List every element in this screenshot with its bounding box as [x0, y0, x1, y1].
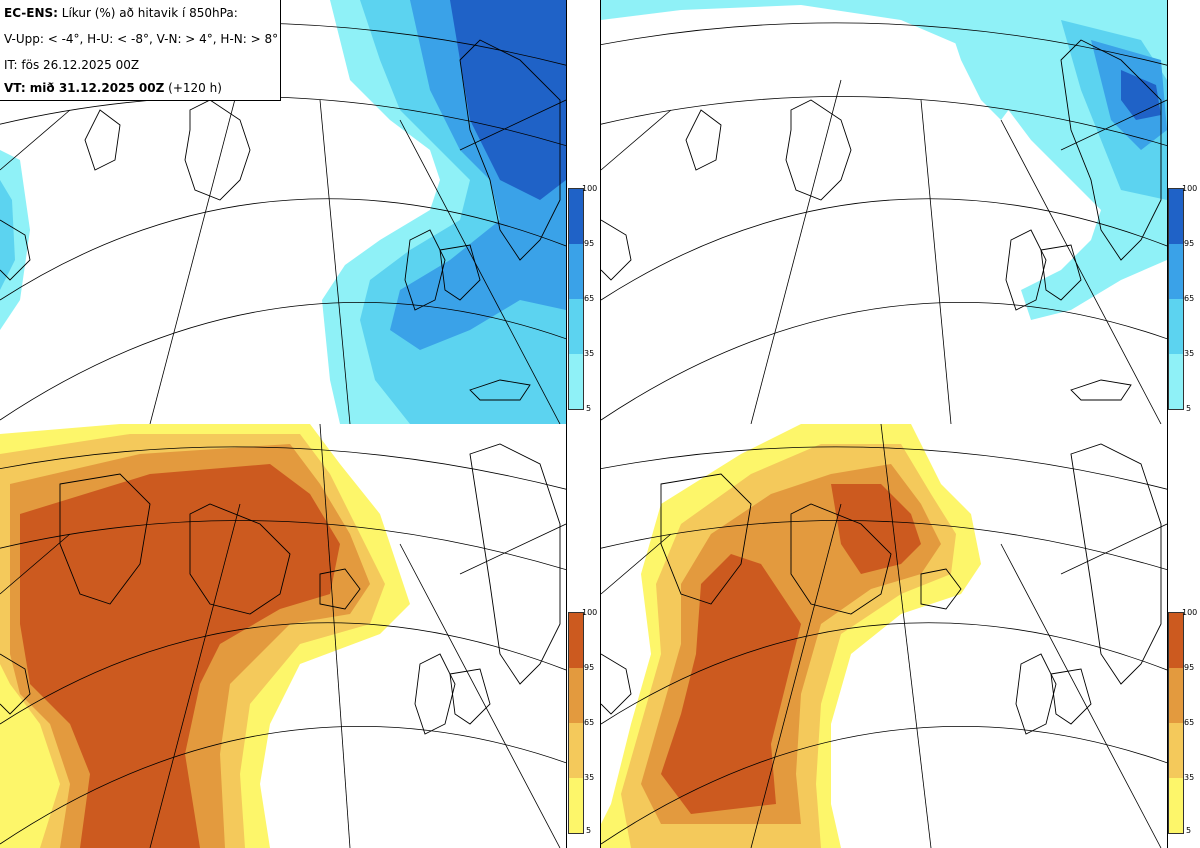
cbar-tick: 35	[584, 349, 595, 358]
graticule	[0, 22, 566, 424]
cbar-tick: 65	[584, 718, 595, 727]
coastlines	[0, 443, 561, 735]
coastlines	[0, 39, 561, 401]
cbar-tick: 35	[584, 773, 595, 782]
cbar-tick: 35	[1184, 773, 1195, 782]
map-warm-8	[601, 424, 1167, 848]
cbar-tick: 95	[584, 239, 595, 248]
map-panel-cold-8	[600, 0, 1168, 425]
cbar-tick: 100	[1182, 608, 1198, 617]
cbar-tick: 5	[1186, 826, 1192, 835]
cbar-tick: 95	[1184, 239, 1195, 248]
prob-area-west-35	[0, 180, 15, 290]
cbar-tick: 65	[584, 294, 595, 303]
cbar-tick: 5	[586, 826, 592, 835]
prob-area-95	[450, 0, 566, 200]
info-box: EC-ENS: Líkur (%) að hitavik í 850hPa: V…	[0, 0, 281, 101]
prob-area-95	[20, 464, 340, 848]
map-warm-4	[0, 424, 566, 848]
graticule	[601, 22, 1167, 424]
cbar-tick: 35	[1184, 349, 1195, 358]
cbar-tick: 95	[1184, 663, 1195, 672]
colorbar-orange-right	[1168, 612, 1184, 834]
cbar-tick: 100	[582, 184, 598, 193]
cbar-tick: 100	[1182, 184, 1198, 193]
map-panel-cold-4: EC-ENS: Líkur (%) að hitavik í 850hPa: V…	[0, 0, 567, 425]
colorbar-blue-left	[568, 188, 584, 410]
colorbar-blue-right	[1168, 188, 1184, 410]
cbar-tick: 65	[1184, 718, 1195, 727]
map-cold-4	[0, 0, 566, 424]
graticule	[0, 424, 566, 848]
colorbar-orange-left	[568, 612, 584, 834]
info-line-1: EC-ENS: Líkur (%) að hitavik í 850hPa:	[4, 6, 238, 20]
map-panel-warm-4	[0, 424, 567, 848]
graticule	[601, 424, 1167, 848]
coastlines	[601, 443, 1162, 735]
map-panel-warm-8	[600, 424, 1168, 848]
cbar-tick: 100	[582, 608, 598, 617]
cbar-tick: 65	[1184, 294, 1195, 303]
cbar-tick: 5	[586, 404, 592, 413]
cbar-tick: 5	[1186, 404, 1192, 413]
info-line-2: V-Upp: < -4°, H-U: < -8°, V-N: > 4°, H-N…	[4, 32, 279, 46]
info-line-4: VT: mið 31.12.2025 00Z (+120 h)	[4, 81, 222, 95]
map-cold-8	[601, 0, 1167, 424]
prob-area-95-north	[831, 484, 921, 574]
prob-area-95	[661, 554, 801, 814]
info-line-3: IT: fös 26.12.2025 00Z	[4, 58, 140, 72]
coastlines	[601, 39, 1162, 401]
cbar-tick: 95	[584, 663, 595, 672]
